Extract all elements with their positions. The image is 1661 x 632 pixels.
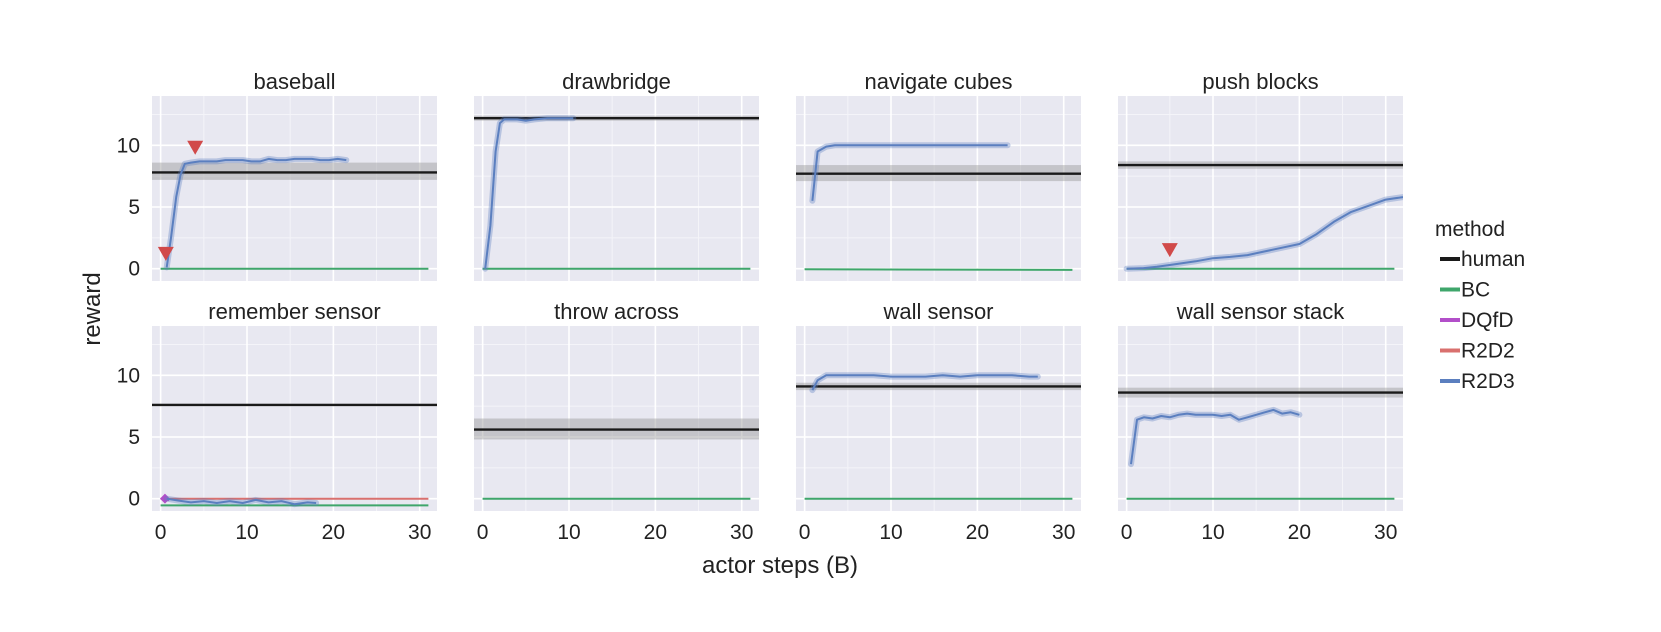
x-tick-label: 30	[1052, 521, 1075, 544]
x-tick-label: 10	[557, 521, 580, 544]
x-tick-label: 0	[1121, 521, 1133, 544]
panel-throw-across: throw across 0 10 20 30	[474, 299, 759, 544]
series-bc	[804, 268, 1073, 271]
legend-label: DQfD	[1461, 309, 1514, 332]
panel-background	[474, 96, 759, 281]
y-tick-label: 10	[117, 134, 140, 157]
series-r2d3	[1126, 196, 1403, 270]
panel-wall-sensor: wall sensor 0 10 20 30	[796, 299, 1081, 544]
plot-area	[1118, 161, 1403, 272]
panel-background	[474, 326, 759, 511]
y-tick-label: 0	[128, 258, 140, 281]
legend: method human BC DQfD R2D2 R2D3	[1435, 218, 1525, 393]
panel-background	[1118, 96, 1403, 281]
panel-title: drawbridge	[562, 69, 671, 94]
x-tick-label: 30	[408, 521, 431, 544]
legend-label: human	[1461, 248, 1525, 271]
panel-drawbridge: drawbridge	[474, 69, 759, 281]
series-r2d3	[1130, 408, 1300, 465]
legend-item-human: human	[1440, 248, 1525, 271]
panel-background	[1118, 326, 1403, 511]
y-tick-label: 0	[128, 488, 140, 511]
series-r2d3	[484, 117, 574, 269]
marker-triangle	[187, 140, 204, 155]
plot-area	[474, 418, 759, 500]
series-r2d3	[811, 374, 1038, 391]
legend-item-r2d2: R2D2	[1440, 340, 1515, 363]
panel-wall-sensor-stack: wall sensor stack 0 10 20 30	[1118, 299, 1403, 544]
x-tick-label: 20	[966, 521, 989, 544]
plot-area	[796, 142, 1081, 271]
x-tick-label: 30	[1374, 521, 1397, 544]
legend-item-dqfd: DQfD	[1440, 309, 1514, 332]
y-axis-label: reward	[79, 272, 106, 345]
plot-area	[152, 403, 437, 508]
panel-background	[796, 326, 1081, 511]
human-band	[152, 162, 437, 180]
y-tick-label: 5	[128, 196, 140, 219]
panel-background	[796, 96, 1081, 281]
dqfd-marker	[159, 493, 170, 504]
panel-title: baseball	[254, 69, 336, 94]
plot-area	[474, 115, 759, 272]
panel-push-blocks: push blocks	[1118, 69, 1403, 281]
legend-label: R2D3	[1461, 370, 1515, 393]
series-r2d3	[166, 497, 317, 506]
x-tick-label: 20	[644, 521, 667, 544]
panel-navigate-cubes: navigate cubes	[796, 69, 1081, 281]
marker-triangle	[1161, 243, 1178, 258]
legend-title: method	[1435, 218, 1505, 241]
x-tick-label: 30	[730, 521, 753, 544]
panel-title: wall sensor stack	[1176, 299, 1346, 324]
panel-title: remember sensor	[208, 299, 380, 324]
panel-title: push blocks	[1202, 69, 1318, 94]
x-tick-label: 10	[1201, 521, 1224, 544]
plot-area	[796, 372, 1081, 500]
legend-item-r2d3: R2D3	[1440, 370, 1515, 393]
panel-baseball: baseball 0 5 10	[117, 69, 437, 281]
series-r2d3	[811, 144, 1008, 201]
x-tick-label: 20	[322, 521, 345, 544]
x-tick-label: 0	[155, 521, 167, 544]
panel-title: throw across	[554, 299, 679, 324]
x-tick-label: 20	[1288, 521, 1311, 544]
series-r2d3	[165, 157, 347, 268]
y-tick-label: 5	[128, 426, 140, 449]
plot-area	[1118, 387, 1403, 500]
plot-area	[152, 155, 437, 271]
x-tick-label: 10	[879, 521, 902, 544]
x-tick-label: 0	[799, 521, 811, 544]
panel-title: navigate cubes	[865, 69, 1013, 94]
legend-label: BC	[1461, 279, 1490, 302]
panels: baseball 0 5 10 drawbridge navigate cubes push…	[117, 69, 1403, 544]
panel-background	[152, 96, 437, 281]
y-tick-label: 10	[117, 364, 140, 387]
panel-title: wall sensor	[882, 299, 993, 324]
x-axis-label: actor steps (B)	[702, 552, 858, 579]
legend-label: R2D2	[1461, 340, 1515, 363]
panel-background	[152, 326, 437, 511]
marker-triangle	[157, 246, 174, 261]
panel-remember-sensor: remember sensor 0 5 10 0 10 20 30	[117, 299, 437, 544]
x-tick-label: 10	[235, 521, 258, 544]
legend-item-bc: BC	[1440, 279, 1490, 302]
x-tick-label: 0	[477, 521, 489, 544]
